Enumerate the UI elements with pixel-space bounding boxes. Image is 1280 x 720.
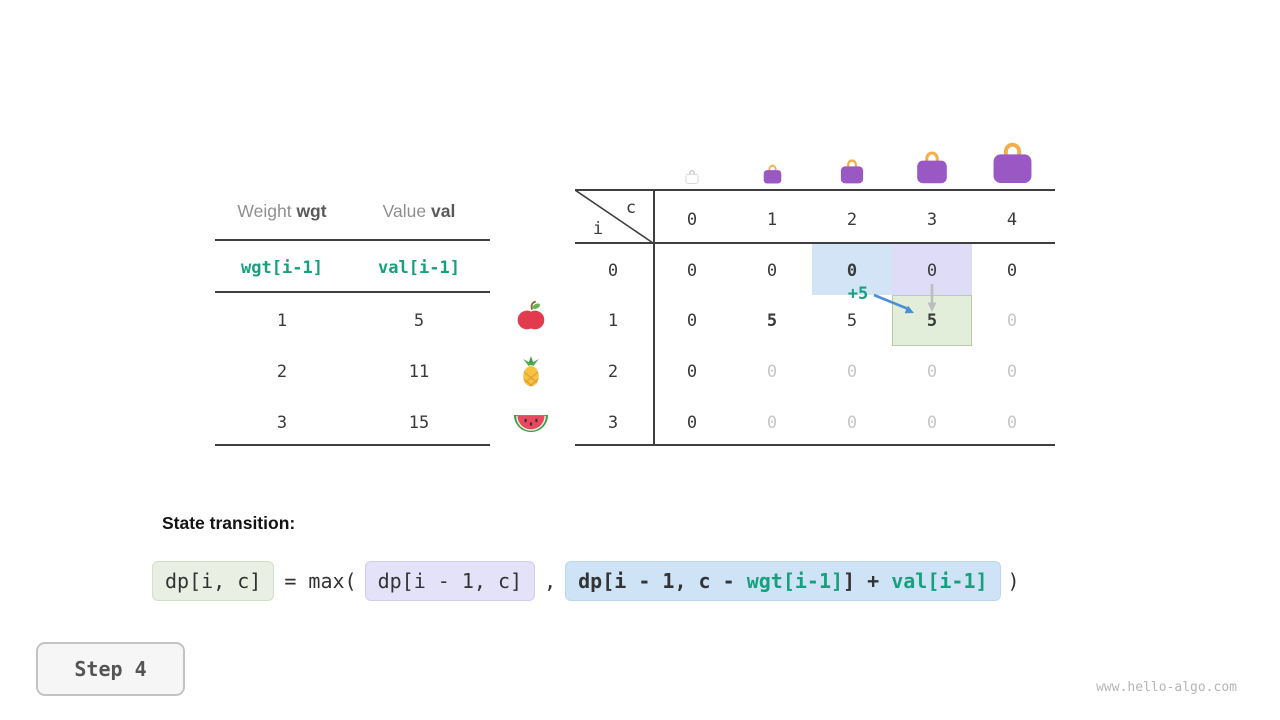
value-column-header: Value val — [349, 201, 489, 222]
dp-col-header-4: 4 — [1006, 210, 1018, 230]
dp-col-header-2: 2 — [846, 210, 858, 230]
dp-cell-2-4: 0 — [1006, 362, 1018, 382]
equals-max-text: = max( — [284, 569, 357, 593]
formula-code: ] + — [843, 569, 892, 593]
value-label: Value — [382, 201, 427, 221]
dp-cell-0-2: 0 — [846, 261, 858, 281]
dp-row-header-1: 1 — [607, 311, 619, 331]
divider — [215, 444, 490, 446]
dp-table-bottom-line — [575, 444, 1055, 446]
wgt-value: 3 — [276, 413, 288, 433]
dp-cell-0-4: 0 — [1006, 261, 1018, 281]
dp-cell-0-1: 0 — [766, 261, 778, 281]
dp-cell-1-3: 5 — [926, 311, 938, 331]
close-paren-text: ) — [1007, 569, 1020, 593]
divider — [215, 239, 490, 241]
apple-icon — [513, 298, 549, 334]
wgt-value: 2 — [276, 362, 288, 382]
dp-row-header-3: 3 — [607, 413, 619, 433]
corner-diagonal-line — [575, 190, 654, 244]
dp-cell-3-2: 0 — [846, 413, 858, 433]
wgt-value: 1 — [276, 311, 288, 331]
watermelon-icon — [513, 406, 549, 442]
dp-cell-3-1: 0 — [766, 413, 778, 433]
dp-cell-2-3: 0 — [926, 362, 938, 382]
corner-label-c: c — [625, 198, 637, 218]
dp-current-box: dp[i, c] — [152, 561, 275, 601]
dp-col-header-0: 0 — [686, 210, 698, 230]
dp-cell-highlight-blue — [812, 244, 892, 295]
formula-code: dp[i - 1, c - — [578, 569, 747, 593]
dp-row-header-2: 2 — [607, 362, 619, 382]
bag-icon-capacity-0 — [685, 168, 699, 184]
state-transition-label: State transition: — [162, 513, 296, 533]
state-transition-formula: dp[i, c] = max( dp[i - 1, c] , dp[i - 1,… — [152, 558, 1020, 604]
bag-icon-capacity-4 — [992, 137, 1033, 184]
option1-box: dp[i - 1, c] — [364, 561, 536, 601]
weight-label: Weight — [237, 201, 292, 221]
wgt-code-label: wgt — [296, 201, 327, 221]
dp-cell-1-4: 0 — [1006, 311, 1018, 331]
bag-icon-capacity-2 — [840, 156, 864, 184]
val-value: 15 — [408, 413, 430, 433]
formula-code-teal: wgt[i-1] — [746, 569, 844, 593]
comma-text: , — [544, 569, 557, 593]
plus-five-annotation: +5 — [847, 284, 869, 304]
dp-cell-2-2: 0 — [846, 362, 858, 382]
corner-label-i: i — [592, 219, 604, 239]
dp-col-header-1: 1 — [766, 210, 778, 230]
bag-icon-capacity-3 — [916, 147, 948, 184]
dp-cell-1-0: 0 — [686, 311, 698, 331]
dp-row-header-0: 0 — [607, 261, 619, 281]
wgt-index-label: wgt[i-1] — [241, 258, 323, 278]
dp-cell-1-1: 5 — [766, 311, 778, 331]
divider — [215, 291, 490, 293]
gray-down-arrow — [927, 284, 937, 312]
dp-col-header-3: 3 — [926, 210, 938, 230]
dp-table-vertical-line — [653, 189, 655, 446]
val-value: 5 — [413, 311, 425, 331]
blue-diagonal-arrow — [873, 293, 914, 314]
dp-cell-1-2: 5 — [846, 311, 858, 331]
dp-cell-3-4: 0 — [1006, 413, 1018, 433]
val-value: 11 — [408, 362, 430, 382]
dp-table-header-line — [575, 242, 1055, 244]
transition-arrows — [873, 284, 937, 314]
dp-table-top-line — [575, 189, 1055, 191]
weight-column-header: Weight wgt — [212, 201, 352, 222]
pineapple-icon — [513, 353, 549, 389]
dp-cell-0-0: 0 — [686, 261, 698, 281]
dp-cell-3-0: 0 — [686, 413, 698, 433]
option2-box: dp[i - 1, c - wgt[i-1]] + val[i-1] — [565, 561, 1001, 601]
formula-code-teal: val[i-1] — [891, 569, 988, 593]
watermark: www.hello-algo.com — [1096, 680, 1237, 695]
dp-cell-3-3: 0 — [926, 413, 938, 433]
dp-cell-2-0: 0 — [686, 362, 698, 382]
dp-cell-0-3: 0 — [926, 261, 938, 281]
val-index-label: val[i-1] — [378, 258, 460, 278]
dp-cell-2-1: 0 — [766, 362, 778, 382]
bag-icon-capacity-1 — [763, 162, 782, 184]
val-code-label: val — [431, 201, 456, 221]
step-button[interactable]: Step 4 — [36, 642, 185, 696]
